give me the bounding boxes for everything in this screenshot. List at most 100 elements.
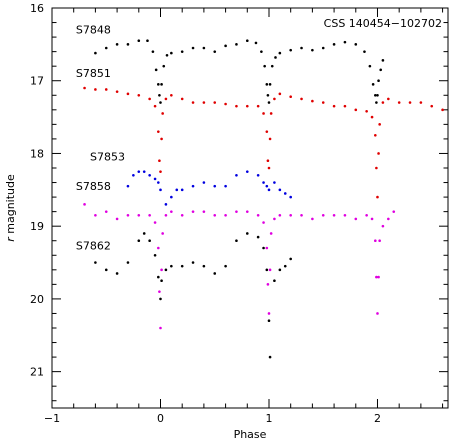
data-point-s7848 [363,50,366,53]
data-point-s7851 [441,108,444,112]
data-point-s7851 [83,86,86,90]
data-point-s7848 [154,68,158,72]
data-point-s7851 [408,101,412,104]
data-point-s7858 [115,217,119,221]
data-point-s7858 [377,275,380,279]
data-point-s7848 [266,93,270,97]
axis-tick-labels: −1 0 1 2 16 17 18 19 20 21 [30,2,381,425]
x-axis-title: Phase [234,428,267,441]
data-point-s7853 [142,170,146,173]
data-point-s7848 [159,101,162,104]
data-point-s7851 [343,104,347,108]
x-tick-label: 0 [157,412,164,425]
data-point-s7858 [266,283,270,286]
data-point-s7862 [104,268,108,272]
data-point-s7848 [274,56,277,59]
data-point-s7851 [381,101,385,104]
data-point-s7858 [376,312,379,315]
data-point-s7851 [161,112,164,115]
data-point-s7851 [158,159,161,163]
data-point-s7848 [146,39,149,43]
data-point-s7848 [371,83,375,86]
data-point-s7858 [354,217,358,221]
y-tick-label: 17 [30,75,44,88]
data-point-s7851 [170,93,173,97]
data-point-s7851 [265,130,269,133]
data-point-s7851 [430,104,434,108]
data-point-s7851 [387,97,390,101]
data-point-s7858 [265,246,269,250]
data-point-s7848 [151,50,155,53]
data-point-s7851 [191,101,195,104]
data-point-s7848 [158,93,161,97]
data-point-s7858 [268,268,272,272]
axis-ticks [51,7,448,408]
data-point-s7858 [213,213,217,217]
data-point-s7862 [170,264,173,268]
data-point-s7862 [213,272,217,275]
data-point-s7851 [376,195,379,199]
data-point-s7862 [283,264,287,268]
data-point-s7858 [365,213,368,217]
data-point-s7853 [126,184,130,188]
data-point-s7848 [374,93,377,97]
data-point-s7858 [83,203,86,206]
data-point-s7858 [321,213,325,217]
data-point-s7848 [170,51,173,55]
data-point-s7862 [267,319,271,323]
data-point-s7853 [278,188,282,192]
data-point-s7851 [245,104,249,108]
data-point-s7858 [375,275,378,279]
data-point-s7858 [392,210,396,213]
x-tick-label: 1 [265,412,272,425]
data-point-s7858 [153,221,157,224]
data-point-s7858 [180,213,184,217]
data-point-s7862 [148,239,151,243]
data-point-s7848 [289,48,292,52]
data-point-s7853 [159,188,162,192]
y-tick-label: 20 [30,293,44,306]
data-point-s7851 [180,97,184,101]
data-point-s7848 [137,39,141,43]
annotation-object-name: CSS 140454−102702 [324,17,442,30]
data-point-s7858 [267,312,271,315]
data-point-s7862 [278,268,282,272]
data-point-s7862 [126,261,130,264]
data-point-s7851 [115,90,119,93]
data-point-s7858 [332,213,336,217]
data-point-s7853 [235,173,238,177]
data-point-s7848 [321,46,325,50]
data-point-s7858 [164,213,168,217]
data-point-s7858 [256,213,260,217]
data-point-s7858 [374,239,377,243]
data-point-s7853 [267,188,271,192]
data-point-s7862 [245,232,249,235]
data-point-s7862 [202,264,206,268]
data-point-s7853 [245,170,249,173]
y-tick-label: 18 [30,147,44,160]
data-point-s7858 [387,217,390,221]
data-point-s7848 [104,46,108,50]
data-point-s7858 [126,213,130,217]
y-tick-label: 16 [30,2,44,15]
data-point-s7862 [268,355,272,359]
data-point-s7851 [354,108,358,112]
data-point-s7848 [191,46,195,50]
data-point-s7862 [235,239,238,243]
data-point-s7858 [370,217,374,221]
data-point-s7853 [273,181,276,184]
data-point-s7848 [260,50,263,53]
data-point-s7848 [375,101,378,104]
data-point-s7862 [115,272,119,275]
data-point-s7848 [165,53,169,57]
data-point-s7862 [142,232,146,235]
data-point-s7853 [170,195,173,199]
data-point-s7853 [224,184,227,188]
data-point-s7848 [332,43,336,46]
data-point-s7853 [148,173,151,177]
data-point-s7848 [94,51,97,55]
data-point-s7848 [267,101,271,104]
data-point-s7862 [256,235,260,239]
data-point-s7858 [245,210,249,213]
data-point-s7851 [213,101,217,104]
